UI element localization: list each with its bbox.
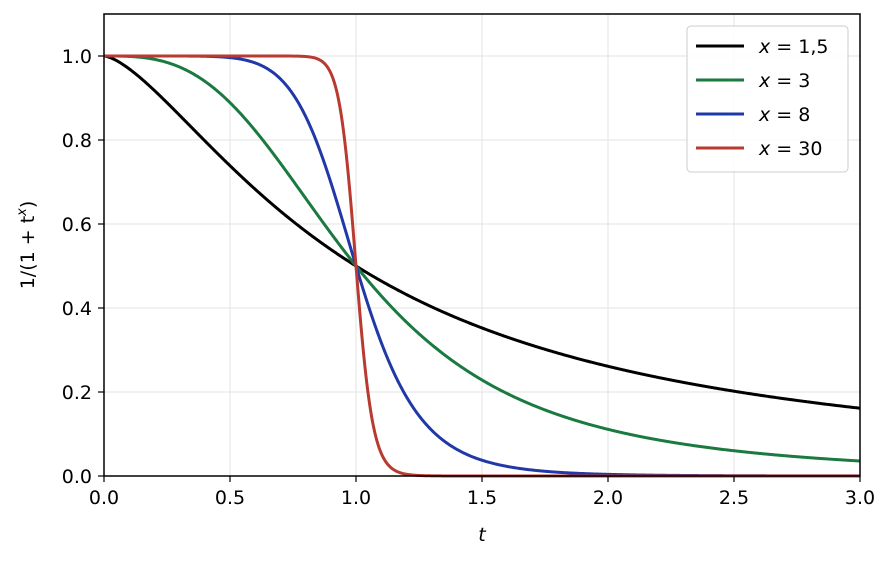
x-axis-label: t [478,524,487,546]
y-axis-label: 1/(1 + tx) [15,201,39,290]
y-axis-label-exponent: x [15,208,30,217]
x-tick-label: 0.0 [89,487,119,509]
legend-label-equals: = [770,104,798,126]
x-tick-label: 1.5 [467,487,497,509]
legend-label: x = 30 [758,138,822,160]
legend-label: x = 8 [758,104,810,126]
x-tick-label: 3.0 [845,487,875,509]
legend: x = 1,5x = 3x = 8x = 30 [686,25,849,173]
legend-label-variable: x [758,104,771,126]
legend-label: x = 1,5 [758,36,828,58]
legend-label: x = 3 [758,70,810,92]
y-tick-label: 0.6 [62,214,92,236]
legend-label-equals: = [770,36,798,58]
legend-label-variable: x [758,138,771,160]
y-axis-label-prefix: 1/(1 + t [17,216,39,289]
y-tick-label: 0.4 [62,298,92,320]
y-tick-label: 1.0 [62,46,92,68]
x-axis: 0.0 0.5 1.0 1.5 2.0 2.5 3.0 [89,476,875,509]
legend-label-value: 3 [798,70,810,92]
y-tick-label: 0.2 [62,382,92,404]
legend-label-value: 30 [798,138,822,160]
x-tick-label: 0.5 [215,487,245,509]
legend-label-equals: = [770,70,798,92]
legend-label-equals: = [770,138,798,160]
series-line [103,54,861,463]
legend-label-variable: x [758,70,771,92]
y-axis: 0.0 0.2 0.4 0.6 0.8 1.0 [62,46,104,488]
legend-box [686,25,849,173]
series-line [103,54,861,410]
y-tick-label: 0.0 [62,466,92,488]
x-tick-label: 2.0 [593,487,623,509]
legend-label-value: 1,5 [798,36,828,58]
x-tick-label: 1.0 [341,487,371,509]
legend-label-variable: x [758,36,771,58]
y-tick-label: 0.8 [62,130,92,152]
legend-label-value: 8 [798,104,810,126]
y-axis-label-suffix: ) [17,201,39,208]
x-tick-label: 2.5 [719,487,749,509]
